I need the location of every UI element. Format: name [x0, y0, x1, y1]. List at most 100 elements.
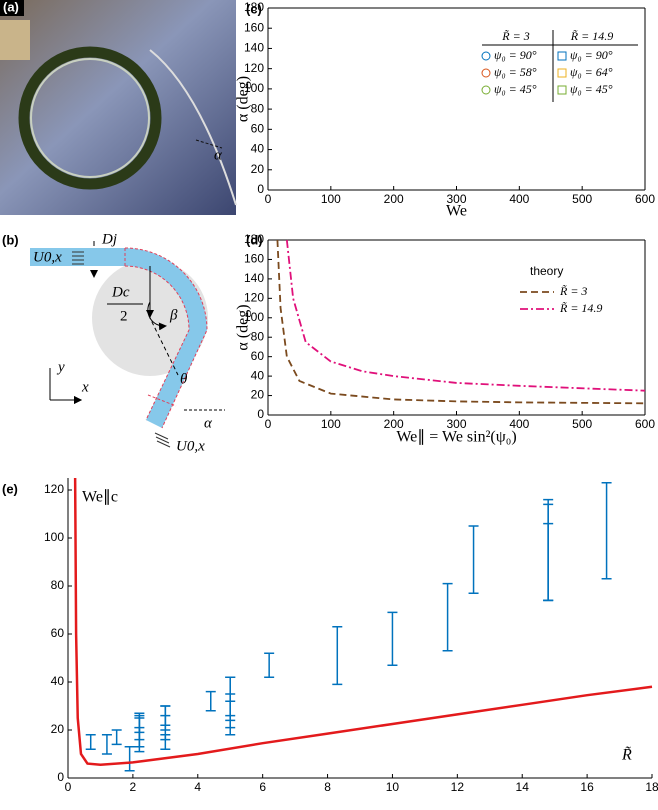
dc-label: Dc: [111, 284, 130, 300]
x-tick-label: 10: [386, 780, 400, 794]
x-axis-label: x: [81, 379, 89, 395]
y-tick-label: 160: [244, 20, 264, 34]
legend-label: ψ₀ = 45°: [570, 82, 613, 96]
error-bar: [543, 498, 554, 602]
x-tick-label: 400: [509, 417, 529, 431]
beta-label: β: [169, 307, 178, 323]
x-tick-label: 14: [516, 780, 530, 794]
x-tick-label: 200: [384, 192, 404, 206]
dj-label: Dj: [101, 231, 117, 247]
y-tick-label: 0: [257, 182, 264, 196]
panel-label: (d): [246, 232, 263, 247]
y-axis-label: α (deg): [235, 304, 252, 350]
x-tick-label: 18: [645, 780, 658, 794]
y-tick-label: 40: [251, 368, 265, 382]
error-bar: [332, 626, 343, 686]
y-tick-label: 60: [251, 122, 265, 136]
x-tick-label: 100: [321, 192, 341, 206]
x-tick-label: 500: [572, 192, 592, 206]
legend-box: [478, 28, 642, 104]
panel-label: (b): [2, 232, 19, 247]
dc-denominator: 2: [120, 308, 128, 324]
flow-hatch: [154, 432, 171, 448]
y-axis-label: We∥c: [82, 489, 118, 506]
error-bar: [442, 582, 453, 652]
y-tick-label: 0: [57, 770, 64, 784]
x-axis-label: R̃: [621, 746, 632, 764]
label-bg: [0, 0, 24, 16]
legend-header: R̃ = 3: [501, 29, 529, 43]
y-axis-label: α (deg): [235, 76, 252, 122]
legend-header: R̃ = 14.9: [570, 29, 613, 43]
theta-label: θ: [180, 371, 188, 387]
panel-label: (a): [3, 0, 19, 14]
beta-arc: [147, 301, 167, 331]
angle-label: α: [214, 147, 223, 163]
x-axis-label: We∥ = We sin²(ψ₀): [396, 429, 516, 446]
ring-edge: [30, 58, 150, 178]
line: [73, 477, 653, 767]
angle-line: [195, 139, 223, 149]
legend-label: ψ₀ = 64°: [570, 65, 613, 79]
wire: [149, 49, 237, 206]
jet: [30, 248, 207, 428]
legend-label: R̃ = 3: [559, 284, 587, 298]
error-bar: [101, 734, 112, 755]
legend-marker: [557, 51, 567, 61]
y-tick-label: 80: [51, 578, 65, 592]
y-tick-label: 40: [51, 674, 65, 688]
line: [276, 239, 646, 405]
y-tick-label: 60: [51, 626, 65, 640]
y-tick-label: 100: [44, 530, 64, 544]
x-tick-label: 12: [451, 780, 465, 794]
x-tick-label: 600: [635, 417, 655, 431]
error-bar: [205, 690, 216, 712]
error-bar: [264, 652, 275, 678]
legend-title: theory: [530, 264, 563, 278]
error-bar: [134, 712, 145, 734]
y-tick-label: 160: [244, 252, 264, 266]
coord-arrows: [49, 368, 80, 400]
alpha-label: α: [204, 415, 213, 431]
error-bar: [225, 676, 236, 717]
error-bar: [387, 611, 398, 666]
legend-marker: [557, 85, 567, 95]
legend-marker: [481, 51, 491, 61]
y-axis-label: y: [56, 359, 65, 375]
legend-marker: [481, 85, 491, 95]
y-tick-label: 20: [251, 162, 265, 176]
x-tick-label: 8: [324, 780, 331, 794]
y-tick-label: 60: [251, 349, 265, 363]
x-tick-label: 4: [194, 780, 201, 794]
y-tick-label: 20: [51, 722, 65, 736]
velocity-label: U0,x: [33, 249, 62, 265]
nozzle: [0, 20, 30, 60]
x-tick-label: 600: [635, 192, 655, 206]
legend-label: ψ₀ = 90°: [570, 48, 613, 62]
x-tick-label: 0: [265, 417, 272, 431]
ring: [18, 46, 162, 190]
legend-label: ψ₀ = 45°: [494, 82, 537, 96]
y-tick-label: 100: [244, 81, 264, 95]
y-tick-label: 140: [244, 41, 264, 55]
y-tick-label: 120: [44, 482, 64, 496]
y-tick-label: 40: [251, 142, 265, 156]
x-tick-label: 300: [446, 192, 466, 206]
legend-marker: [557, 68, 567, 78]
x-tick-label: 500: [572, 417, 592, 431]
y-tick-label: 100: [244, 310, 264, 324]
error-bar: [601, 482, 612, 580]
x-tick-label: 200: [384, 417, 404, 431]
flow-hatch: [72, 251, 84, 265]
y-tick-label: 140: [244, 271, 264, 285]
legend-marker: [481, 68, 491, 78]
legend-label: ψ₀ = 90°: [494, 48, 537, 62]
diagram-panel: (b) U0,x Dj Dc 2 β θ α U0,x y x: [2, 231, 225, 454]
panel-label: (e): [2, 481, 18, 496]
legend-label: ψ₀ = 58°: [494, 65, 537, 79]
y-tick-label: 180: [244, 0, 264, 14]
jet-boundary: [124, 247, 208, 429]
y-tick-label: 20: [251, 388, 265, 402]
x-tick-label: 0: [65, 780, 72, 794]
